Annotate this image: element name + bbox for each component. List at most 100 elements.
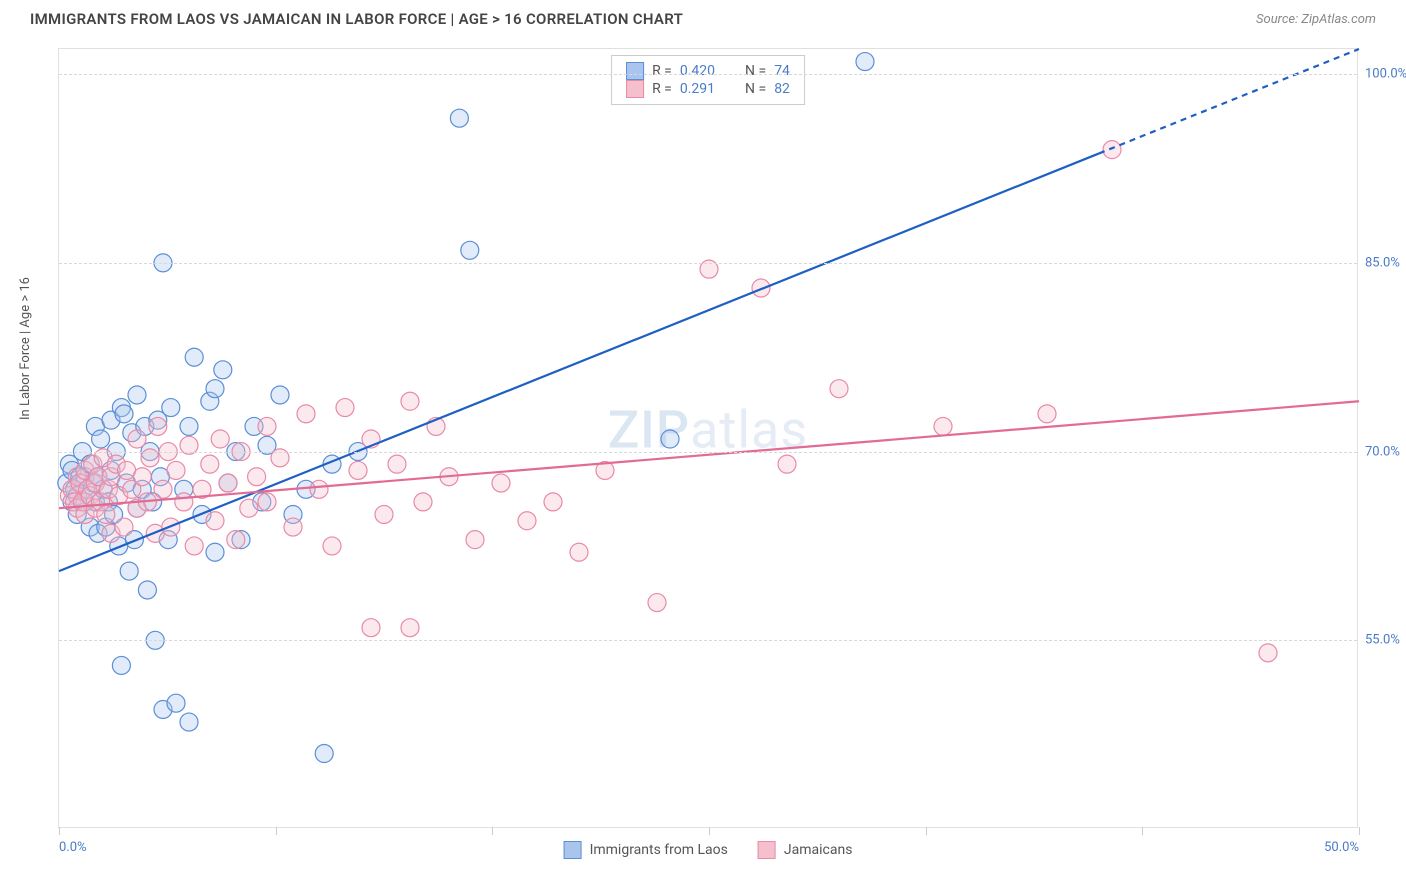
scatter-point-laos <box>271 386 289 404</box>
scatter-point-jamaicans <box>297 405 315 423</box>
scatter-point-jamaicans <box>336 399 354 417</box>
scatter-point-laos <box>92 430 110 448</box>
scatter-point-jamaicans <box>934 417 952 435</box>
legend-item-laos[interactable]: Immigrants from Laos <box>564 841 728 859</box>
scatter-point-laos <box>206 380 224 398</box>
scatter-point-jamaicans <box>154 480 172 498</box>
scatter-point-jamaicans <box>492 474 510 492</box>
y-tick-label: 55.0% <box>1365 633 1406 648</box>
scatter-point-jamaicans <box>1038 405 1056 423</box>
scatter-point-laos <box>180 417 198 435</box>
scatter-point-jamaicans <box>375 505 393 523</box>
scatter-svg <box>59 49 1357 827</box>
r-value: 0.291 <box>680 81 715 97</box>
scatter-point-laos <box>120 562 138 580</box>
n-label: N = <box>745 63 766 79</box>
scatter-point-jamaicans <box>227 531 245 549</box>
scatter-point-jamaicans <box>219 474 237 492</box>
y-axis-label: In Labor Force | Age > 16 <box>18 277 33 420</box>
legend-swatch-icon <box>758 841 776 859</box>
scatter-point-jamaicans <box>258 493 276 511</box>
scatter-point-laos <box>115 405 133 423</box>
scatter-point-jamaicans <box>133 468 151 486</box>
n-value: 74 <box>774 63 790 79</box>
y-tick-label: 100.0% <box>1365 67 1406 82</box>
scatter-point-laos <box>450 109 468 127</box>
scatter-point-laos <box>214 361 232 379</box>
scatter-point-laos <box>206 543 224 561</box>
scatter-point-jamaicans <box>310 480 328 498</box>
scatter-point-jamaicans <box>648 594 666 612</box>
legend-item-jamaicans[interactable]: Jamaicans <box>758 841 853 859</box>
scatter-point-jamaicans <box>401 392 419 410</box>
scatter-point-jamaicans <box>149 417 167 435</box>
legend-label: Jamaicans <box>784 842 853 858</box>
legend-label: Immigrants from Laos <box>590 842 728 858</box>
scatter-point-laos <box>128 386 146 404</box>
scatter-point-jamaicans <box>362 619 380 637</box>
scatter-point-laos <box>856 53 874 71</box>
r-label: R = <box>652 81 672 97</box>
scatter-point-jamaicans <box>115 518 133 536</box>
scatter-point-jamaicans <box>414 493 432 511</box>
scatter-point-jamaicans <box>1103 141 1121 159</box>
n-value: 82 <box>774 81 790 97</box>
scatter-point-jamaicans <box>167 461 185 479</box>
scatter-point-jamaicans <box>97 505 115 523</box>
legend-swatch-icon <box>626 80 644 98</box>
x-tick <box>492 827 493 835</box>
gridline <box>59 263 1357 264</box>
scatter-point-laos <box>661 430 679 448</box>
gridline <box>59 452 1357 453</box>
legend-swatch-icon <box>626 62 644 80</box>
scatter-point-jamaicans <box>284 518 302 536</box>
scatter-point-jamaicans <box>518 512 536 530</box>
scatter-point-jamaicans <box>401 619 419 637</box>
scatter-point-laos <box>162 399 180 417</box>
scatter-point-jamaicans <box>323 537 341 555</box>
scatter-point-laos <box>180 713 198 731</box>
scatter-point-jamaicans <box>544 493 562 511</box>
legend-stats: R = 0.420 N = 74 R = 0.291 N = 82 <box>611 55 805 105</box>
legend-series: Immigrants from Laos Jamaicans <box>564 841 853 859</box>
scatter-point-laos <box>185 348 203 366</box>
x-tick <box>59 827 60 835</box>
legend-stat-row-laos: R = 0.420 N = 74 <box>626 62 790 80</box>
n-label: N = <box>745 81 766 97</box>
x-tick <box>276 827 277 835</box>
gridline <box>59 74 1357 75</box>
regression-line-laos <box>59 153 1099 571</box>
scatter-point-jamaicans <box>388 455 406 473</box>
x-tick <box>1359 827 1360 835</box>
chart-title: IMMIGRANTS FROM LAOS VS JAMAICAN IN LABO… <box>30 10 683 28</box>
scatter-point-jamaicans <box>128 430 146 448</box>
scatter-point-jamaicans <box>466 531 484 549</box>
scatter-point-jamaicans <box>570 543 588 561</box>
scatter-point-laos <box>112 656 130 674</box>
scatter-point-jamaicans <box>349 461 367 479</box>
y-tick-label: 70.0% <box>1365 444 1406 459</box>
regression-line-laos-dashed <box>1099 49 1359 153</box>
scatter-point-jamaicans <box>1259 644 1277 662</box>
source-link[interactable]: Source: ZipAtlas.com <box>1256 12 1376 27</box>
scatter-point-jamaicans <box>185 537 203 555</box>
legend-stat-row-jamaicans: R = 0.291 N = 82 <box>626 80 790 98</box>
r-value: 0.420 <box>680 63 715 79</box>
y-tick-label: 85.0% <box>1365 255 1406 270</box>
scatter-point-laos <box>138 581 156 599</box>
r-label: R = <box>652 63 672 79</box>
scatter-point-jamaicans <box>240 499 258 517</box>
scatter-point-jamaicans <box>206 512 224 530</box>
x-tick <box>1142 827 1143 835</box>
x-tick-label: 50.0% <box>1324 840 1359 855</box>
chart-plot-area: ZIPatlas R =0.420N =74R =0.291N =82 Immi… <box>58 48 1358 828</box>
x-tick <box>709 827 710 835</box>
scatter-point-jamaicans <box>211 430 229 448</box>
scatter-point-jamaicans <box>248 468 266 486</box>
x-tick <box>926 827 927 835</box>
scatter-point-jamaicans <box>258 417 276 435</box>
scatter-point-laos <box>461 241 479 259</box>
scatter-point-laos <box>167 694 185 712</box>
gridline <box>59 640 1357 641</box>
x-tick-label: 0.0% <box>59 840 87 855</box>
